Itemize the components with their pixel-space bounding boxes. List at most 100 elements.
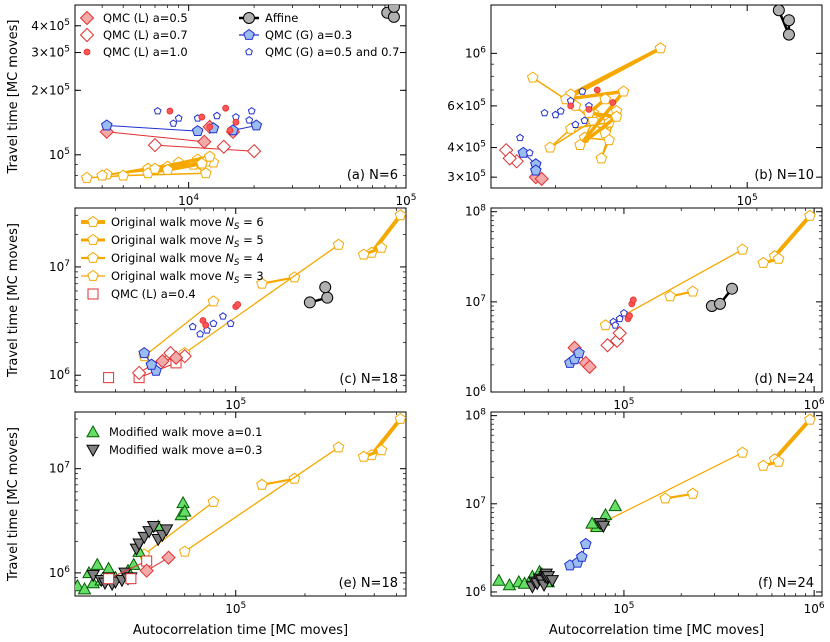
legend-label: Modified walk move a=0.3 [109, 443, 262, 457]
data-point [571, 120, 580, 128]
data-point [593, 86, 601, 94]
tick-label: 106 [465, 584, 486, 599]
tick-label: 105 [225, 397, 246, 412]
data-point [599, 319, 612, 331]
data-point [101, 561, 116, 574]
data-point [153, 106, 162, 115]
panel-title: (f) N=24 [758, 576, 814, 591]
series-line [184, 244, 340, 354]
series-qmcL_a04 [125, 573, 137, 585]
data-area [564, 209, 816, 375]
series-affine [381, 5, 400, 23]
plot-frame [74, 411, 407, 597]
data-point [357, 450, 370, 462]
data-point [125, 573, 137, 585]
data-point [525, 148, 534, 157]
data-point [177, 504, 192, 517]
series-affine [705, 282, 739, 312]
data-point [155, 353, 170, 369]
data-point [81, 171, 93, 183]
data-point [100, 119, 113, 131]
data-point [578, 87, 587, 95]
series-qmcL_a07 [498, 142, 524, 169]
series-orig_ns3 [588, 446, 749, 532]
plot-frame [74, 207, 407, 393]
series-qmcG_a0507 [609, 308, 628, 329]
legend-marker [83, 48, 91, 56]
data-point [332, 441, 345, 453]
series-qmcG_a0507 [153, 106, 256, 127]
series-qmcL_a05 [155, 350, 184, 369]
data-area [498, 5, 795, 187]
tick-label: 105 [737, 193, 758, 208]
series-qmcL_a05 [567, 340, 597, 375]
series-line [143, 300, 215, 357]
series-line [772, 213, 812, 259]
legend-marker [87, 269, 99, 281]
tick-label: 2×105 [31, 82, 70, 97]
y-axis-title: Travel time [MC moves] [6, 427, 21, 582]
data-point [492, 573, 506, 586]
data-point [617, 85, 630, 97]
data-point [620, 308, 628, 317]
legend-label: Original walk move NS = 3 [111, 269, 264, 286]
series-line [772, 417, 812, 462]
data-point [146, 520, 161, 534]
legend-label: Modified walk move a=0.1 [109, 425, 262, 439]
data-point [131, 365, 147, 381]
data-point [200, 167, 212, 179]
minor-ticks [491, 412, 822, 596]
data-point [582, 359, 597, 375]
tick-label: 105 [613, 601, 634, 616]
data-point [207, 295, 220, 307]
data-point [139, 563, 154, 578]
x-axis-title: Autocorrelation time [MC moves] [133, 623, 348, 638]
data-point [757, 459, 770, 471]
data-point [394, 412, 406, 424]
data-point [516, 133, 524, 142]
series-qmcG_a03 [138, 346, 162, 376]
legend-label: QMC (G) a=0.3 [265, 28, 352, 42]
data-point [609, 99, 617, 106]
data-point [96, 169, 108, 181]
minor-ticks [75, 208, 406, 392]
data-point [159, 524, 174, 537]
data-point [544, 141, 556, 153]
data-point [595, 152, 608, 164]
data-point [575, 550, 588, 562]
data-point [573, 346, 585, 359]
legend-label: Affine [265, 11, 298, 25]
data-point [256, 277, 268, 289]
data-point [600, 338, 615, 353]
panel-c: 105 106 107 (c) N=18 Original walk move NS =… [49, 207, 407, 412]
data-point [245, 116, 254, 124]
series-line [593, 452, 744, 528]
series-qmcL_a05 [139, 550, 176, 578]
data-point [319, 281, 332, 294]
data-point [103, 372, 115, 384]
data-point [567, 102, 575, 110]
plot-frame [490, 207, 823, 393]
data-point [132, 538, 146, 551]
series-line [143, 501, 215, 556]
series-qmcL_a07 [216, 139, 231, 154]
data-point [176, 495, 190, 509]
panel-title: (c) N=18 [339, 372, 398, 387]
data-point [782, 28, 795, 41]
legend-label: Original walk move NS = 5 [111, 233, 264, 250]
data-point [166, 107, 174, 115]
data-point [232, 118, 240, 126]
data-point [256, 478, 268, 490]
panel-title: (e) N=18 [339, 576, 398, 591]
series-affine [772, 5, 795, 41]
data-point [375, 241, 388, 253]
data-point [207, 495, 220, 507]
legend-label: QMC (L) a=0.7 [103, 28, 188, 42]
series-qmcG_a03 [564, 346, 585, 368]
legend-marker [86, 424, 100, 438]
data-point [90, 557, 105, 570]
series-qmcG_a03 [564, 537, 592, 571]
data-point [387, 10, 400, 23]
data-point [611, 321, 620, 329]
